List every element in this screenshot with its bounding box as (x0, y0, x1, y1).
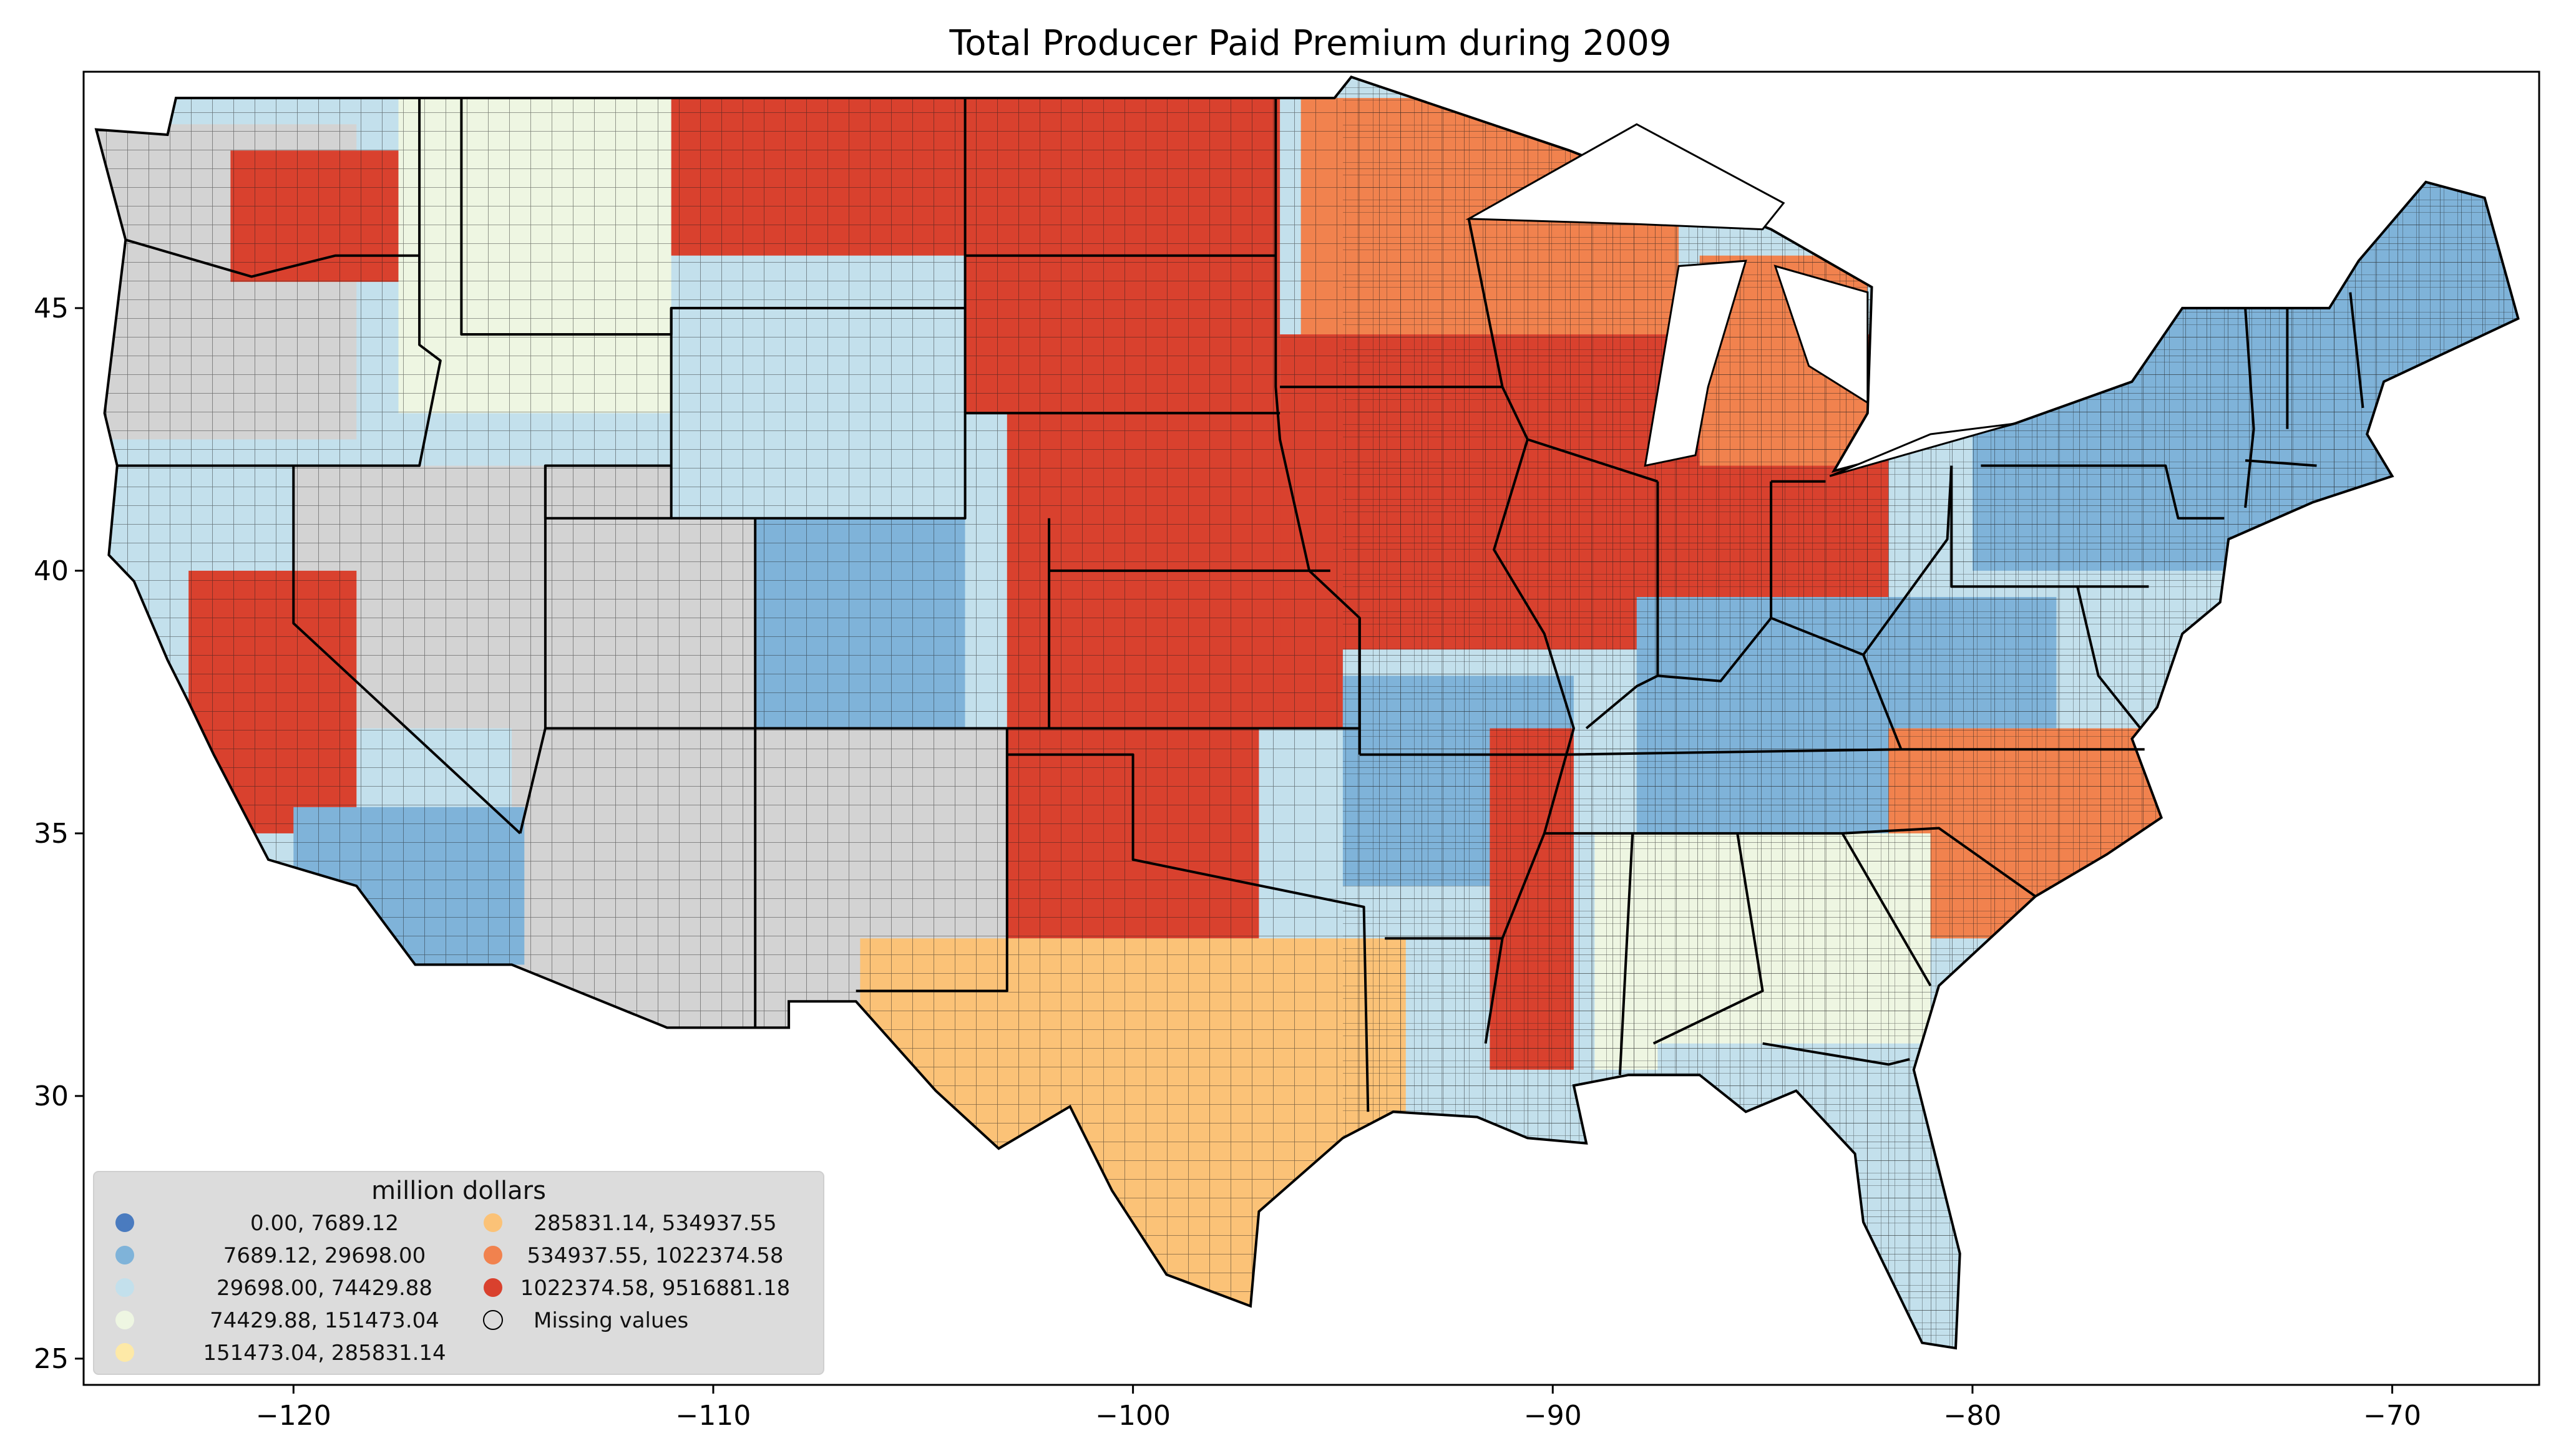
state-border (1527, 438, 1659, 483)
us-outline (94, 75, 2520, 1350)
legend-marker (115, 1278, 134, 1297)
legend-marker (115, 1311, 134, 1329)
chart-title: Total Producer Paid Premium during 2009 (949, 23, 1672, 64)
x-tick-label: −120 (256, 1400, 331, 1432)
y-tick-label: 35 (34, 818, 69, 850)
legend-marker (484, 1246, 502, 1264)
state-border (2244, 308, 2255, 508)
x-tick-label: −100 (1095, 1400, 1171, 1432)
state-border (125, 238, 420, 278)
legend-label: 29698.00, 74429.88 (217, 1276, 432, 1301)
state-border (1007, 753, 1370, 1112)
legend-box (93, 1171, 824, 1375)
plot-frame (82, 70, 2540, 1386)
state-border (856, 728, 1008, 993)
legend-marker (484, 1213, 502, 1232)
great-lake (1829, 422, 2015, 477)
state-border (1280, 386, 1575, 1044)
legend-marker (484, 1278, 502, 1297)
state-border (1544, 827, 2036, 898)
legend-label: 151473.04, 285831.14 (203, 1341, 446, 1366)
legend-marker (115, 1246, 134, 1264)
legend-label: 285831.14, 534937.55 (534, 1211, 776, 1236)
state-border (460, 98, 965, 336)
state-border (1467, 218, 1504, 387)
legend-label: 7689.12, 29698.00 (223, 1243, 426, 1268)
great-lake (1773, 265, 1869, 405)
x-tick-label: −80 (1943, 1400, 2001, 1432)
state-border (1359, 748, 2145, 756)
state-border (2245, 459, 2317, 467)
legend-marker (115, 1343, 134, 1362)
state-border (1950, 465, 2149, 588)
x-tick-label: −90 (1524, 1400, 1582, 1432)
legend-label: 1022374.58, 9516881.18 (520, 1276, 791, 1301)
state-border (1652, 833, 1764, 1045)
y-tick-label: 30 (34, 1080, 69, 1112)
y-tick-label: 45 (34, 293, 69, 324)
state-border (1770, 465, 1953, 656)
y-tick-label: 40 (34, 555, 69, 587)
legend: million dollars 0.00, 7689.12 7689.12, 29… (93, 1171, 824, 1375)
state-border (1585, 481, 1659, 730)
legend-marker (483, 1310, 503, 1330)
state-border (1274, 98, 1361, 755)
state-border (1862, 654, 1903, 750)
x-axis: −120 −110 −100 −90 −80 −70 (256, 1385, 2421, 1432)
state-border (1657, 481, 1773, 682)
x-tick-label: −70 (2363, 1400, 2421, 1432)
legend-label: Missing values (534, 1308, 688, 1333)
state-border (1762, 1042, 1910, 1066)
state-border (1618, 833, 1634, 1075)
state-border (1048, 518, 1360, 730)
legend-label: 0.00, 7689.12 (250, 1211, 399, 1236)
state-border (671, 98, 967, 520)
state-border (2349, 292, 2364, 409)
state-border (1841, 832, 1932, 987)
state-border (1981, 464, 2225, 520)
great-lake (1465, 123, 1785, 231)
legend-label: 74429.88, 151473.04 (210, 1308, 439, 1333)
state-border (544, 308, 673, 520)
state-border (117, 98, 442, 467)
x-tick-label: −110 (676, 1400, 751, 1432)
y-tick-label: 25 (34, 1343, 69, 1375)
legend-title: million dollars (371, 1177, 546, 1205)
y-axis: 25 30 35 40 45 (34, 293, 84, 1375)
state-border (2076, 586, 2142, 729)
state-border (292, 465, 521, 835)
legend-marker (115, 1213, 134, 1232)
state-boundaries (117, 98, 2364, 1112)
legend-entries: 0.00, 7689.12 7689.12, 29698.00 29698.00, … (115, 1211, 790, 1366)
legend-label: 534937.55, 1022374.58 (527, 1243, 784, 1268)
great-lake (1644, 260, 1747, 467)
